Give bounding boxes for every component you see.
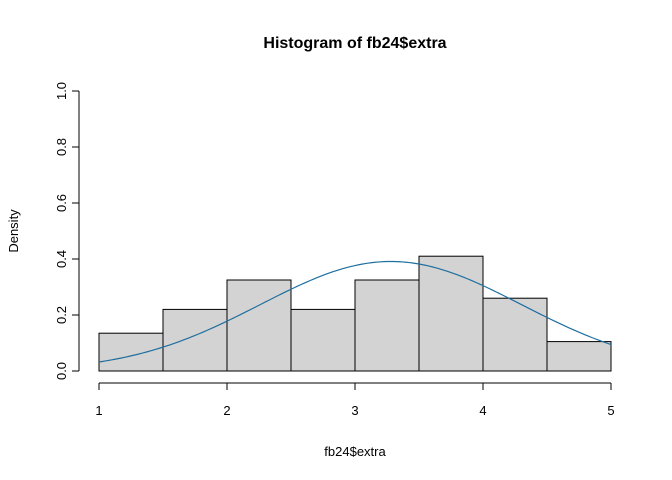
histogram-bar (482, 297, 548, 372)
histogram-bar (354, 279, 420, 372)
y-axis: 0.0 0.2 0.4 0.6 0.8 1.0 (54, 82, 80, 380)
x-tick-label: 4 (479, 403, 486, 418)
y-tick-label: 0.6 (54, 194, 69, 212)
histogram-bar (546, 341, 612, 372)
y-tick-label: 0.2 (54, 306, 69, 324)
histogram-bar (290, 308, 356, 372)
x-tick-label: 1 (95, 403, 102, 418)
x-axis: 1 2 3 4 5 (95, 382, 615, 418)
chart-title: Histogram of fb24$extra (263, 35, 446, 52)
histogram-bars (98, 255, 612, 372)
histogram-bar (98, 332, 164, 372)
x-axis-label: fb24$extra (324, 444, 386, 459)
x-tick-label: 2 (223, 403, 230, 418)
density-curve (98, 260, 612, 363)
y-tick-label: 0.0 (54, 362, 69, 380)
y-tick-label: 1.0 (54, 82, 69, 100)
x-tick-label: 5 (607, 403, 614, 418)
x-tick-label: 3 (351, 403, 358, 418)
histogram-bar (418, 255, 484, 372)
y-axis-label: Density (6, 209, 21, 253)
histogram-bar (226, 279, 292, 372)
histogram-bar (162, 308, 228, 372)
y-tick-label: 0.8 (54, 138, 69, 156)
y-tick-label: 0.4 (54, 250, 69, 268)
